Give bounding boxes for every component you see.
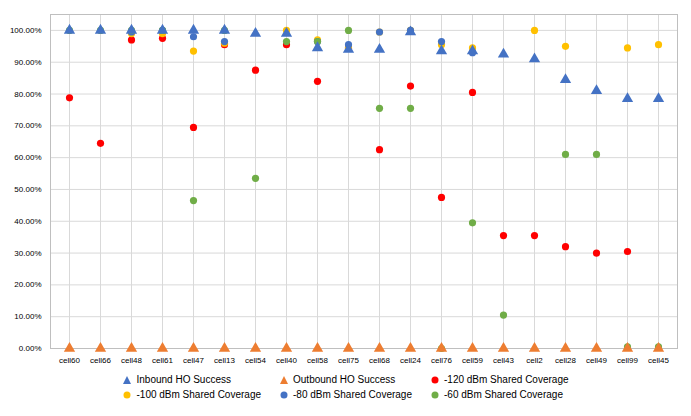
svg-text:90.00%: 90.00% [14,58,41,67]
svg-text:cell60: cell60 [59,356,80,365]
svg-text:cell40: cell40 [276,356,297,365]
html-text:Inbound HO Success: Inbound HO Success [136,374,231,385]
svg-text:cell61: cell61 [152,356,173,365]
html-text:-100 dBm Shared Coverage: -100 dBm Shared Coverage [136,389,261,400]
svg-text:40.00%: 40.00% [14,217,41,226]
svg-text:cell58: cell58 [307,356,328,365]
svg-text:cell59: cell59 [462,356,483,365]
svg-text:10.00%: 10.00% [14,312,41,321]
svg-text:cell99: cell99 [617,356,638,365]
svg-text:cell68: cell68 [369,356,390,365]
svg-text:cell48: cell48 [121,356,142,365]
svg-text:cell13: cell13 [214,356,235,365]
svg-text:100.00%: 100.00% [10,26,42,35]
svg-text:70.00%: 70.00% [14,121,41,130]
svg-text:60.00%: 60.00% [14,153,41,162]
svg-text:cell76: cell76 [431,356,452,365]
svg-text:50.00%: 50.00% [14,185,41,194]
html-text:-120 dBm Shared Coverage: -120 dBm Shared Coverage [444,374,569,385]
svg-text:cell24: cell24 [400,356,421,365]
svg-text:cell2: cell2 [526,356,543,365]
svg-text:80.00%: 80.00% [14,90,41,99]
svg-text:cell75: cell75 [338,356,359,365]
html-text:Outbound HO Success: Outbound HO Success [293,374,396,385]
svg-text:20.00%: 20.00% [14,280,41,289]
svg-text:cell28: cell28 [555,356,576,365]
svg-text:cell45: cell45 [648,356,669,365]
html-text:-60 dBm Shared Coverage: -60 dBm Shared Coverage [444,389,563,400]
svg-text:cell43: cell43 [493,356,514,365]
svg-text:cell49: cell49 [586,356,607,365]
html-text:-80 dBm Shared Coverage: -80 dBm Shared Coverage [293,389,412,400]
svg-text:cell47: cell47 [183,356,204,365]
svg-text:cell54: cell54 [245,356,266,365]
svg-text:0.00%: 0.00% [19,344,42,353]
svg-text:30.00%: 30.00% [14,249,41,258]
svg-text:cell66: cell66 [90,356,111,365]
